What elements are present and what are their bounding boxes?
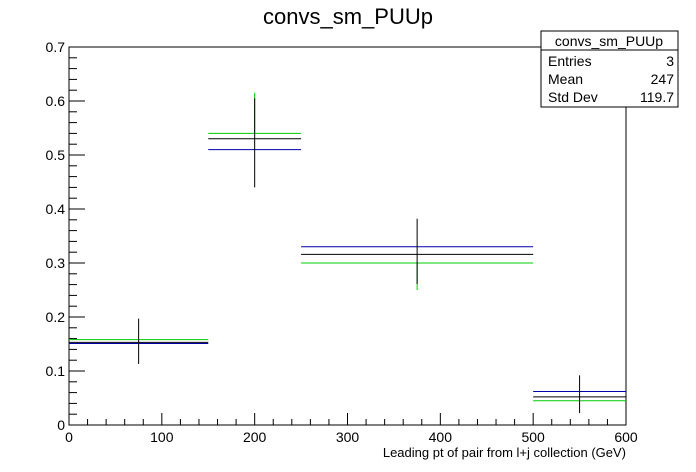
- stats-mean-value: 247: [651, 71, 675, 87]
- stats-title: convs_sm_PUUp: [555, 33, 663, 49]
- y-tick-label: 0.7: [46, 39, 66, 55]
- histogram-marks: [69, 92, 626, 414]
- x-axis: 0 100 200 300 400 500 600: [65, 413, 638, 445]
- y-tick-label: 0.3: [46, 255, 66, 271]
- stats-stddev-label: Std Dev: [548, 89, 598, 105]
- x-tick-label: 0: [65, 429, 73, 445]
- y-tick-label: 0.2: [46, 309, 66, 325]
- x-axis-label: Leading pt of pair from l+j collection (…: [383, 445, 626, 460]
- stats-entries-value: 3: [666, 53, 674, 69]
- stats-mean-label: Mean: [548, 71, 583, 87]
- stats-entries-label: Entries: [548, 53, 592, 69]
- y-axis: 0 0.1 0.2 0.3 0.4 0.5 0.6 0.7: [46, 39, 85, 433]
- x-tick-label: 200: [243, 429, 267, 445]
- stats-box: convs_sm_PUUp Entries 3 Mean 247 Std Dev…: [540, 30, 679, 108]
- y-tick-label: 0: [57, 417, 65, 433]
- x-tick-label: 300: [336, 429, 360, 445]
- y-tick-label: 0.1: [46, 363, 66, 379]
- y-tick-label: 0.5: [46, 147, 66, 163]
- x-tick-label: 400: [429, 429, 453, 445]
- y-tick-label: 0.6: [46, 93, 66, 109]
- chart-title: convs_sm_PUUp: [263, 4, 433, 29]
- y-tick-label: 0.4: [46, 201, 66, 217]
- x-tick-label: 100: [150, 429, 174, 445]
- x-tick-label: 600: [614, 429, 638, 445]
- x-tick-label: 500: [521, 429, 545, 445]
- stats-stddev-value: 119.7: [640, 89, 674, 105]
